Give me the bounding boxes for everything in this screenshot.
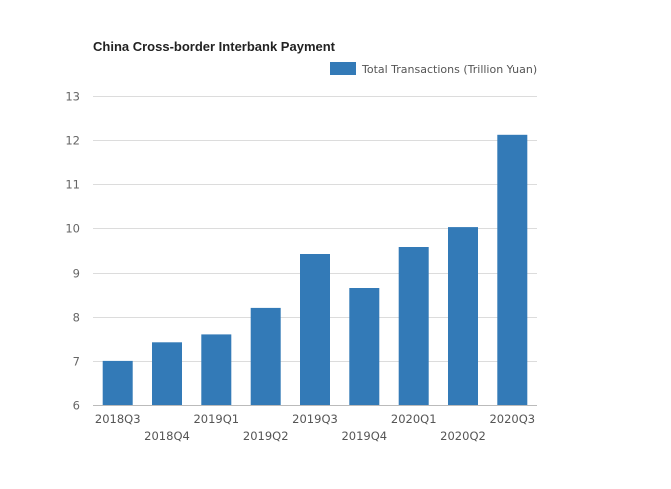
- y-tick-label: 6: [73, 399, 80, 413]
- y-tick-label: 8: [73, 311, 80, 325]
- bar-2018q4[interactable]: [152, 342, 182, 405]
- y-tick-label: 12: [65, 134, 80, 148]
- x-tick-label: 2019Q3: [292, 412, 338, 426]
- bar-2019q3[interactable]: [300, 254, 330, 405]
- legend-label: Total Transactions (Trillion Yuan): [361, 63, 537, 76]
- y-tick-label: 7: [73, 355, 80, 369]
- y-tick-label: 11: [65, 178, 80, 192]
- x-tick-label: 2020Q3: [489, 412, 535, 426]
- bar-2020q2[interactable]: [448, 227, 478, 405]
- bar-2020q1[interactable]: [398, 247, 429, 405]
- x-tick-label: 2019Q1: [193, 412, 239, 426]
- bar-2019q2[interactable]: [250, 307, 281, 405]
- x-tick-label: 2020Q1: [391, 412, 437, 426]
- bar-2019q4[interactable]: [349, 288, 380, 405]
- legend[interactable]: Total Transactions (Trillion Yuan): [330, 62, 537, 76]
- x-tick-label: 2018Q4: [144, 429, 190, 443]
- x-tick-label: 2019Q2: [243, 429, 289, 443]
- y-axis-ticks: 6 7 8 9 10 11 12 13: [65, 90, 80, 413]
- y-tick-label: 9: [73, 267, 80, 281]
- bar-2020q3[interactable]: [497, 134, 528, 406]
- x-tick-label: 2020Q2: [440, 429, 486, 443]
- y-tick-label: 13: [65, 90, 80, 104]
- chart-title: China Cross-border Interbank Payment: [93, 39, 336, 54]
- bars: [102, 134, 528, 406]
- bar-2019q1[interactable]: [201, 334, 232, 405]
- x-tick-label: 2019Q4: [341, 429, 387, 443]
- bar-2018q3[interactable]: [102, 360, 133, 405]
- x-tick-label: 2018Q3: [95, 412, 141, 426]
- legend-swatch: [330, 62, 356, 75]
- y-tick-label: 10: [65, 222, 80, 236]
